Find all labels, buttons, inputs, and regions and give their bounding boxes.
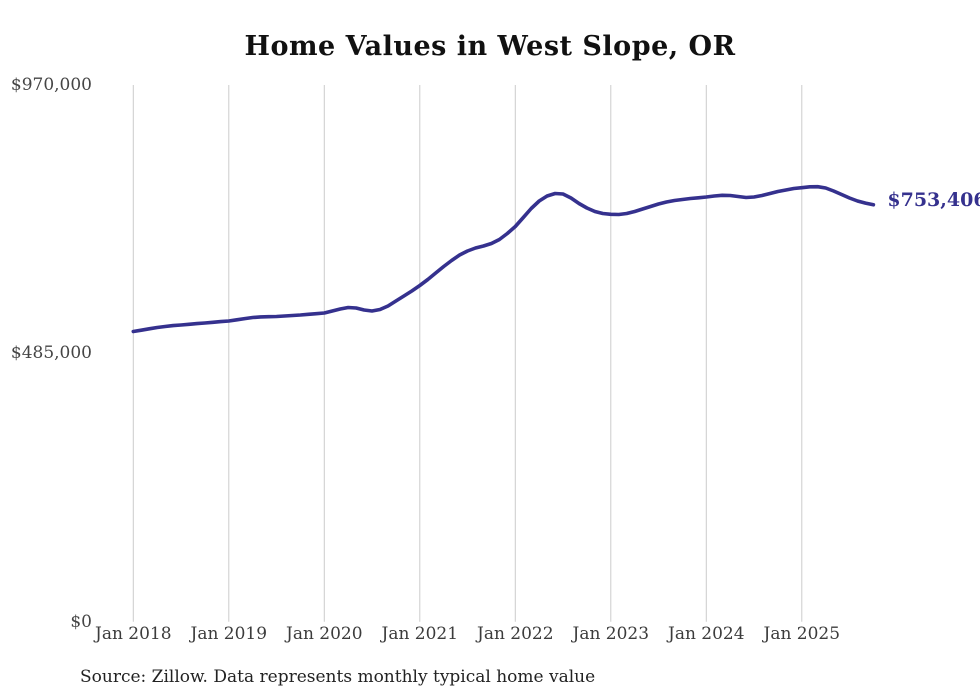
x-tick-label: Jan 2021: [381, 624, 459, 644]
y-tick-label: $485,000: [10, 343, 92, 364]
x-tick-label: Jan 2023: [572, 624, 650, 644]
x-tick-label: Jan 2019: [190, 624, 268, 644]
x-tick-label: Jan 2022: [477, 624, 554, 644]
latest-value-label: $753,406: [887, 188, 980, 211]
value-line: [131, 184, 876, 334]
chart-title: Home Values in West Slope, OR: [244, 31, 736, 62]
source-note: Source: Zillow. Data represents monthly …: [80, 667, 596, 687]
y-tick-label: $0: [70, 611, 92, 632]
x-tick-label: Jan 2024: [668, 624, 745, 644]
x-tick-label: Jan 2020: [286, 624, 363, 644]
y-tick-label: $970,000: [10, 75, 92, 95]
x-tick-label: Jan 2025: [763, 624, 841, 644]
x-tick-label: Jan 2018: [95, 624, 172, 644]
